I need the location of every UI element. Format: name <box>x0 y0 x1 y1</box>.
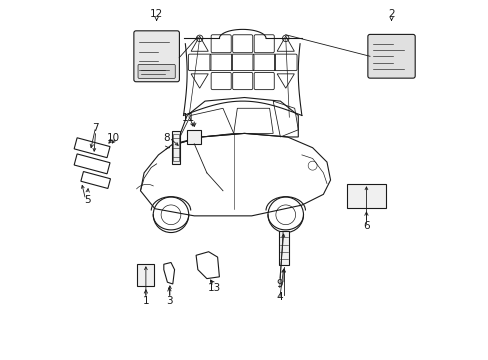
Text: 6: 6 <box>363 221 369 230</box>
Text: 1: 1 <box>142 296 149 306</box>
Circle shape <box>282 35 288 41</box>
Bar <box>187 130 201 144</box>
Text: 4: 4 <box>276 292 283 302</box>
FancyBboxPatch shape <box>367 35 414 78</box>
Bar <box>137 264 154 286</box>
Text: 7: 7 <box>92 123 99 133</box>
Text: 2: 2 <box>387 9 394 19</box>
Circle shape <box>196 35 203 41</box>
Bar <box>278 231 288 265</box>
Text: 8: 8 <box>163 133 170 143</box>
Text: 13: 13 <box>207 283 220 293</box>
Text: 9: 9 <box>276 279 283 289</box>
Bar <box>346 184 386 208</box>
Bar <box>172 131 180 164</box>
Text: 11: 11 <box>182 113 195 123</box>
Text: 10: 10 <box>107 133 120 143</box>
FancyBboxPatch shape <box>138 64 175 78</box>
Bar <box>173 134 179 161</box>
Text: 3: 3 <box>166 296 173 306</box>
Text: 5: 5 <box>84 195 91 205</box>
FancyBboxPatch shape <box>134 31 179 82</box>
Text: 12: 12 <box>150 9 163 19</box>
